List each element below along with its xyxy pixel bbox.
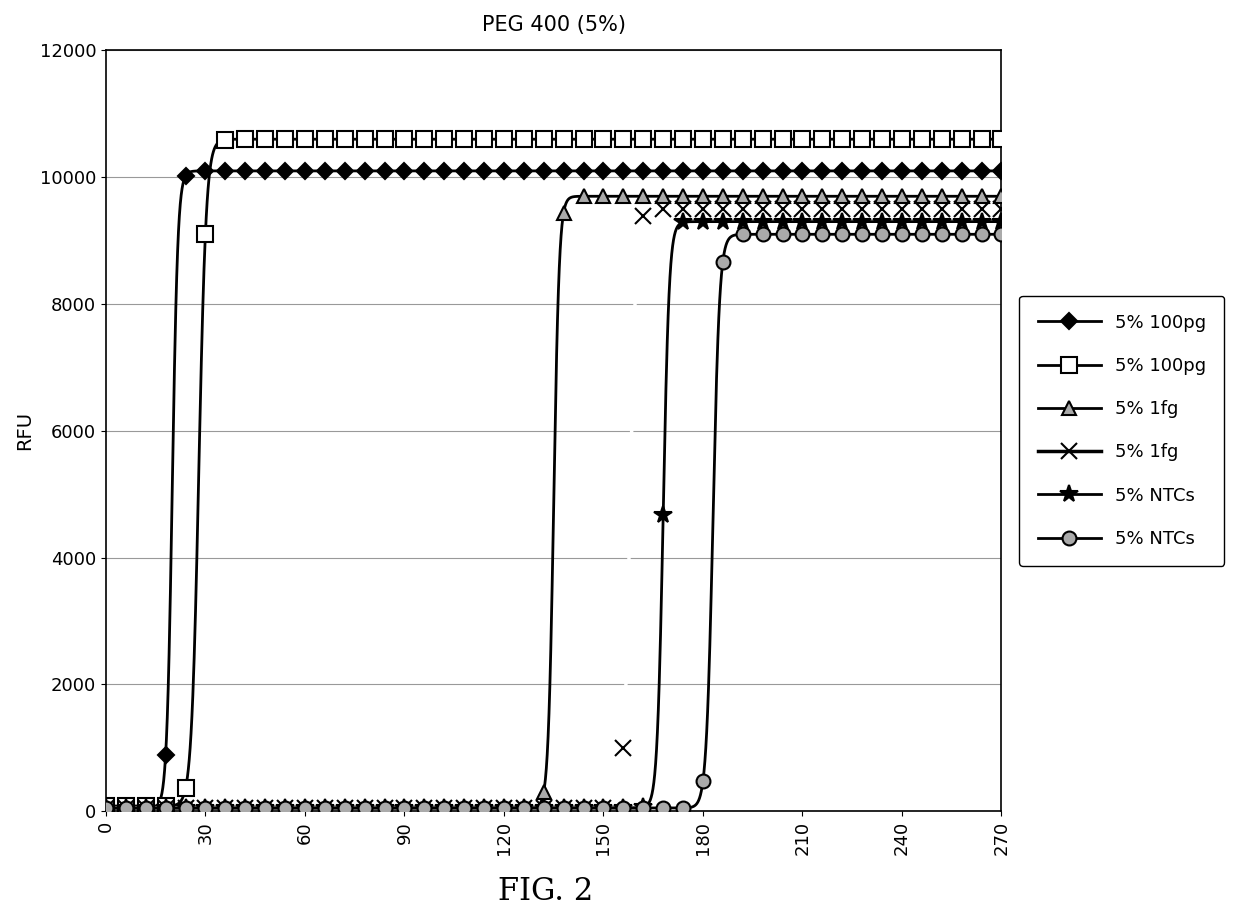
Title: PEG 400 (5%): PEG 400 (5%) [481,15,626,35]
Y-axis label: RFU: RFU [15,411,33,451]
Text: FIG. 2: FIG. 2 [498,876,593,907]
Legend: 5% 100pg, 5% 100pg, 5% 1fg, 5% 1fg, 5% NTCs, 5% NTCs: 5% 100pg, 5% 100pg, 5% 1fg, 5% 1fg, 5% N… [1019,296,1224,566]
